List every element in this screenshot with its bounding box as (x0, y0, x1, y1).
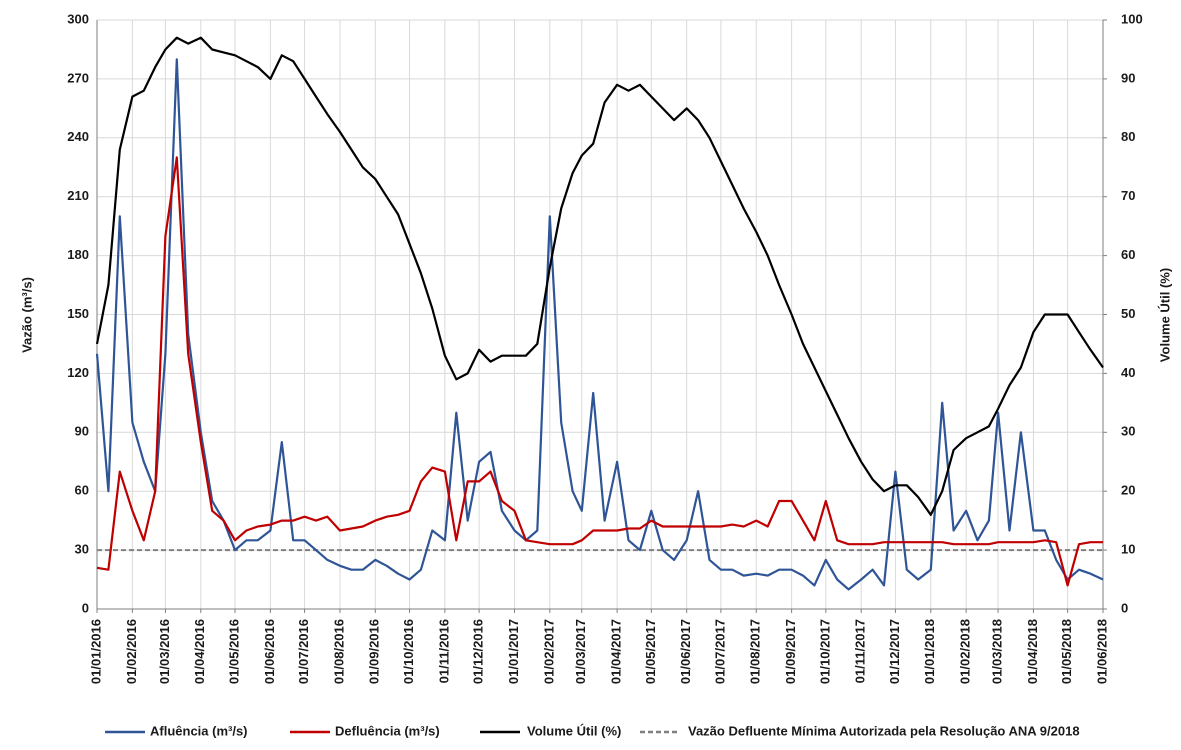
x-tick-label: 01/11/2017 (853, 619, 868, 683)
y2-tick-label: 80 (1121, 129, 1135, 144)
legend-label: Afluência (m³/s) (150, 723, 248, 738)
series-line (95, 36, 1104, 516)
y-tick-label: 150 (67, 306, 89, 321)
x-tick-label: 01/10/2017 (817, 619, 832, 684)
x-tick-label: 01/04/2016 (192, 619, 207, 684)
y-tick-label: 60 (75, 483, 89, 498)
x-tick-label: 01/12/2017 (887, 619, 902, 684)
x-tick-label: 01/09/2016 (367, 619, 382, 684)
x-tick-label: 01/07/2016 (296, 619, 311, 684)
x-tick-label: 01/01/2017 (506, 619, 521, 684)
series-line (96, 156, 1103, 587)
y-tick-label: 120 (67, 365, 89, 380)
y-tick-label: 30 (75, 542, 89, 557)
legend-label: Vazão Defluente Mínima Autorizada pela R… (688, 723, 1080, 738)
y2-tick-label: 60 (1121, 247, 1135, 262)
y2-axis-title: Volume Útil (%) (1157, 268, 1172, 362)
y2-tick-label: 30 (1121, 424, 1135, 439)
x-tick-label: 01/07/2017 (712, 619, 727, 684)
y2-tick-label: 90 (1121, 70, 1135, 85)
x-tick-label: 01/04/2017 (609, 619, 624, 684)
y-axis-title: Vazão (m³/s) (19, 277, 34, 353)
x-tick-label: 01/01/2018 (922, 619, 937, 684)
y-tick-label: 0 (82, 600, 89, 615)
y2-tick-label: 0 (1121, 600, 1128, 615)
y2-tick-label: 40 (1121, 365, 1135, 380)
series-line (95, 58, 1104, 591)
x-tick-label: 01/01/2016 (88, 619, 103, 684)
x-tick-label: 01/10/2016 (401, 619, 416, 684)
x-tick-label: 01/02/2017 (541, 619, 556, 684)
y2-tick-label: 100 (1121, 11, 1143, 26)
y-tick-label: 270 (67, 70, 89, 85)
x-tick-label: 01/08/2017 (748, 619, 763, 684)
y-tick-label: 90 (75, 424, 89, 439)
x-tick-label: 01/08/2016 (331, 619, 346, 684)
y-tick-label: 180 (67, 247, 89, 262)
legend-label: Volume Útil (%) (527, 723, 621, 738)
x-tick-label: 01/03/2016 (157, 619, 172, 684)
x-tick-label: 01/05/2016 (226, 619, 241, 684)
x-tick-label: 01/02/2016 (124, 619, 139, 684)
x-tick-label: 01/03/2017 (573, 619, 588, 684)
x-tick-label: 01/04/2018 (1025, 619, 1040, 684)
x-tick-label: 01/11/2016 (436, 619, 451, 683)
x-tick-label: 01/05/2017 (643, 619, 658, 684)
y-tick-label: 210 (67, 188, 89, 203)
x-tick-label: 01/09/2017 (783, 619, 798, 684)
x-tick-label: 01/05/2018 (1059, 619, 1074, 684)
y-tick-label: 300 (67, 11, 89, 26)
x-tick-label: 01/02/2018 (958, 619, 973, 684)
legend-label: Defluência (m³/s) (335, 723, 440, 738)
y-tick-label: 240 (67, 129, 89, 144)
y2-tick-label: 20 (1121, 483, 1135, 498)
x-tick-label: 01/12/2016 (471, 619, 486, 684)
x-tick-label: 01/03/2018 (990, 619, 1005, 684)
y2-tick-label: 50 (1121, 306, 1135, 321)
x-tick-label: 01/06/2018 (1094, 619, 1109, 684)
y2-tick-label: 10 (1121, 542, 1135, 557)
x-tick-label: 01/06/2016 (262, 619, 277, 684)
x-tick-label: 01/06/2017 (678, 619, 693, 684)
y2-tick-label: 70 (1121, 188, 1135, 203)
